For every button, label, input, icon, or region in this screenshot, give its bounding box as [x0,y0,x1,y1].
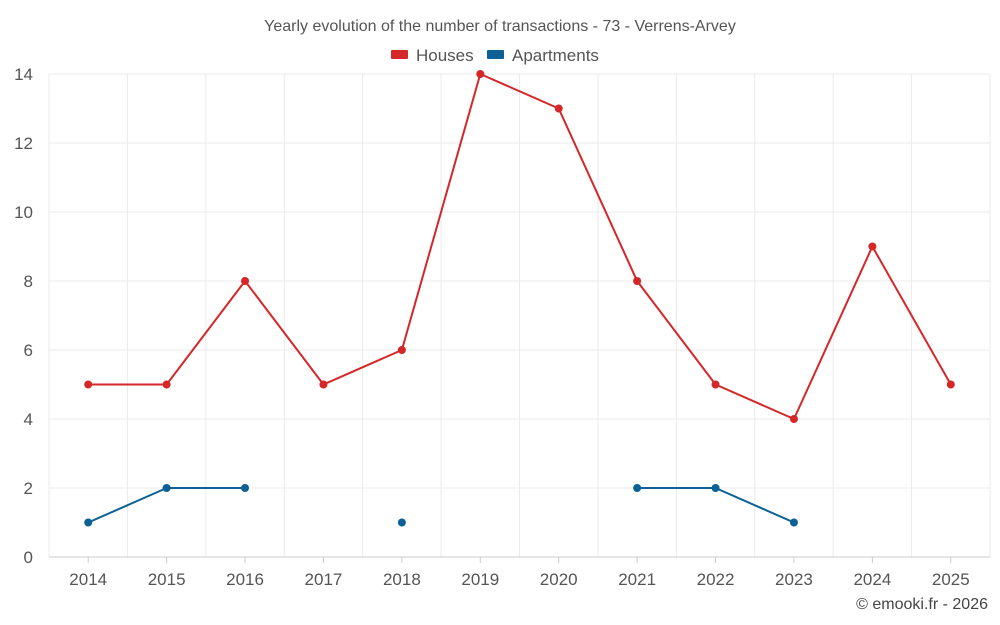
data-point-houses[interactable] [162,380,171,389]
series [84,70,955,527]
y-tick-label: 2 [24,479,33,498]
y-tick-label: 6 [24,341,33,360]
data-point-houses[interactable] [397,346,406,354]
data-point-houses[interactable] [554,104,563,113]
x-tick-label: 2020 [540,570,578,589]
data-point-apartments[interactable] [789,518,798,527]
series-line-apartments [87,487,246,524]
axes: 0 2 4 6 8 10 12 14 2014 2015 2016 2017 2018 2019 2020 2… [14,65,990,589]
data-point-houses[interactable] [868,242,877,251]
legend-label-houses: Houses [416,46,474,65]
data-point-houses[interactable] [789,415,798,423]
y-tick-label: 0 [24,548,33,567]
x-tick-label: 2016 [226,570,264,589]
legend-label-apartments: Apartments [512,46,599,65]
x-tick-label: 2024 [853,570,891,589]
data-point-apartments[interactable] [84,518,93,527]
x-tick-label: 2019 [461,570,499,589]
x-tick-label: 2017 [305,570,343,589]
x-tick-label: 2023 [775,570,813,589]
x-tick-label: 2018 [383,570,421,589]
data-point-apartments[interactable] [633,484,642,492]
data-point-houses[interactable] [84,380,93,389]
series-line-apartments [637,487,795,524]
series-line-houses [88,73,952,420]
x-tick-label: 2022 [697,570,735,589]
data-point-houses[interactable] [946,380,955,389]
x-tick-label: 2025 [932,570,970,589]
series-houses [84,70,955,423]
data-point-apartments[interactable] [397,518,406,527]
data-point-houses[interactable] [241,277,250,285]
y-tick-label: 14 [14,65,33,84]
data-point-houses[interactable] [476,70,485,78]
data-point-houses[interactable] [319,380,328,389]
y-tick-label: 10 [14,203,33,222]
data-point-apartments[interactable] [162,484,171,492]
gridlines [48,73,991,557]
legend-item-apartments[interactable]: Apartments [487,46,599,65]
data-point-apartments[interactable] [241,484,250,492]
credit-text: © emooki.fr - 2026 [856,596,988,613]
x-tick-label: 2015 [148,570,186,589]
x-tick-label: 2021 [618,570,656,589]
x-tick-label: 2014 [69,570,107,589]
legend-swatch-houses [391,50,408,59]
y-tick-label: 4 [24,410,33,429]
data-point-houses[interactable] [711,380,720,389]
legend-swatch-apartments [487,50,504,59]
data-point-houses[interactable] [633,277,642,285]
chart-title: Yearly evolution of the number of transa… [264,18,736,35]
series-apartments [84,484,798,527]
legend-item-houses[interactable]: Houses [391,46,474,65]
y-tick-label: 12 [14,134,33,153]
legend: Houses Apartments [391,46,599,65]
y-tick-label: 8 [24,272,33,291]
data-point-apartments[interactable] [711,484,720,492]
